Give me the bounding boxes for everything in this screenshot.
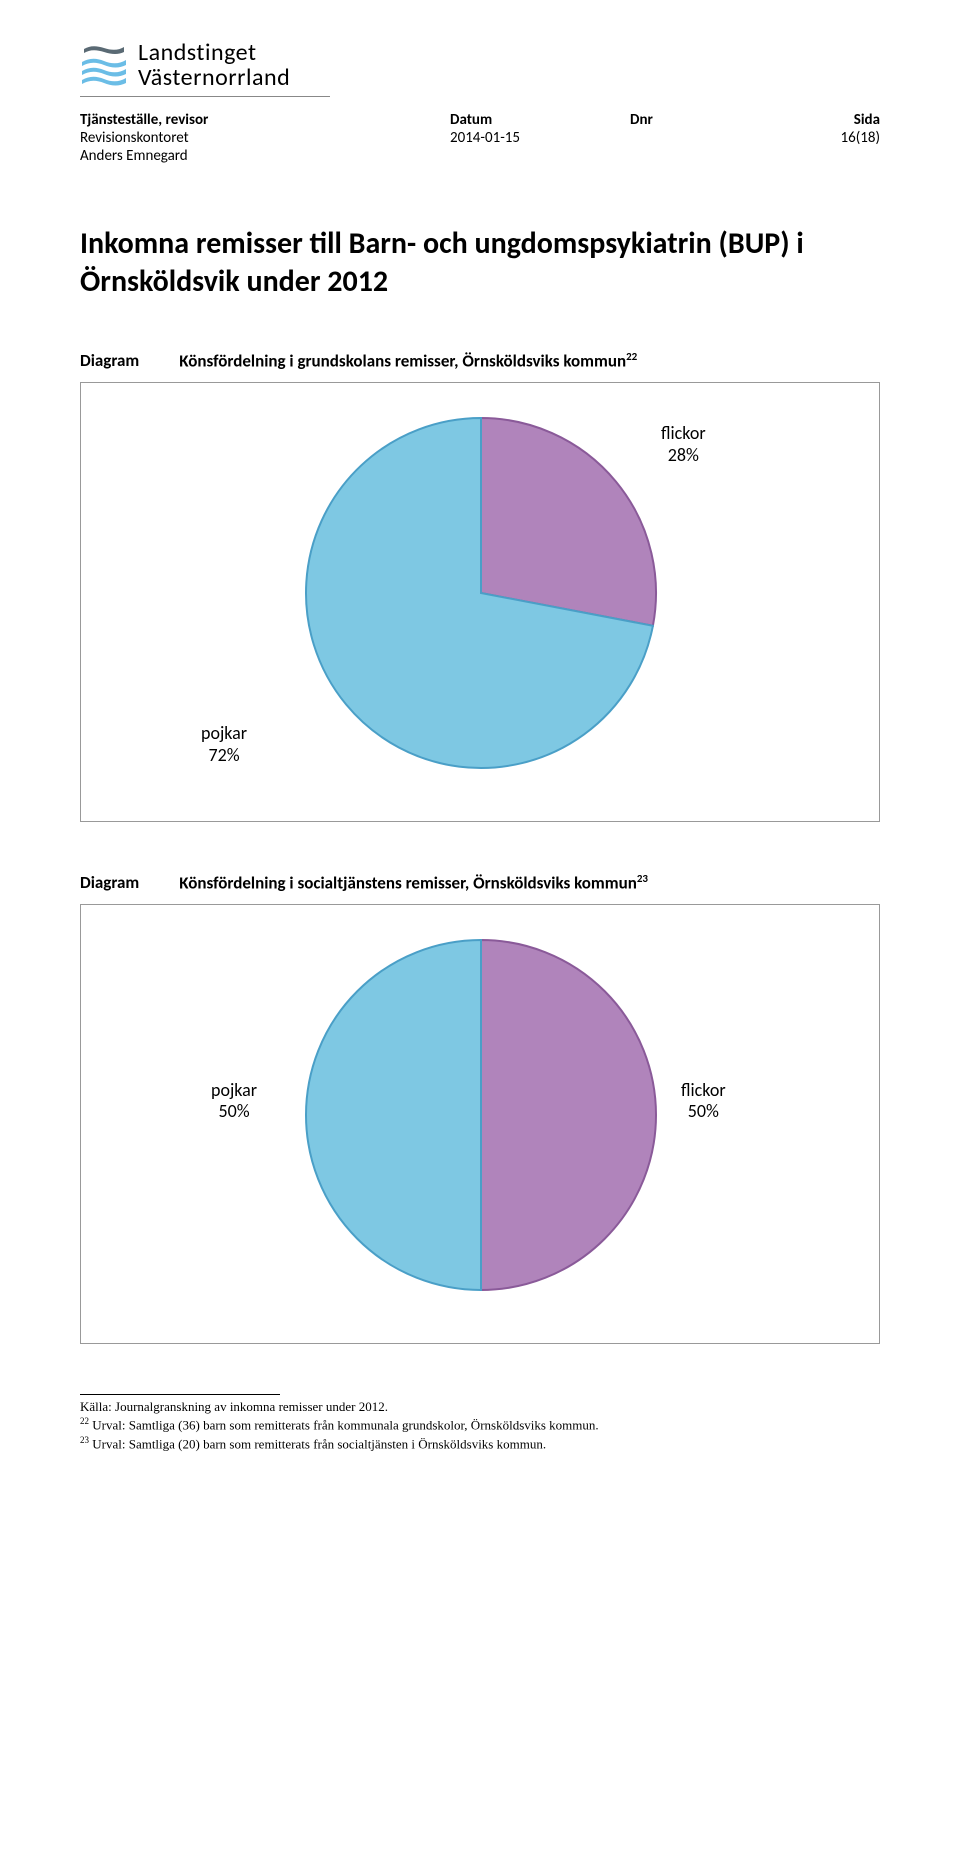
footnote-23: 23 Urval: Samtliga (20) barn som remitte…	[80, 1435, 880, 1453]
hdr-dept: Revisionskontoret	[80, 129, 450, 147]
chart1-pie: flickor 28% pojkar 72%	[80, 382, 880, 822]
footnote-rule	[80, 1394, 280, 1395]
footnotes: Källa: Journalgranskning av inkomna remi…	[80, 1394, 880, 1452]
hdr-date: 2014-01-15	[450, 129, 630, 147]
chart1-label: Diagram	[80, 350, 139, 372]
footnote-22: 22 Urval: Samtliga (36) barn som remitte…	[80, 1416, 880, 1434]
hdr-page: 16(18)	[780, 129, 880, 147]
chart2-caption: Könsfördelning i socialtjänstens remisse…	[179, 872, 880, 894]
chart2-caption-row: Diagram Könsfördelning i socialtjänstens…	[80, 872, 880, 894]
chart2-label-pojkar: pojkar 50%	[211, 1080, 257, 1123]
org-logo: Landstinget Västernorrland	[80, 40, 880, 90]
chart1-label-flickor: flickor 28%	[661, 423, 706, 466]
page-title: Inkomna remisser till Barn- och ungdomsp…	[80, 225, 880, 300]
hdr-dnr-label: Dnr	[630, 111, 780, 129]
hdr-dnr	[630, 129, 780, 147]
chart2-pie: pojkar 50% flickor 50%	[80, 904, 880, 1344]
hdr-author: Anders Emnegard	[80, 147, 450, 165]
org-name-line1: Landstinget	[138, 40, 290, 65]
wave-logo-icon	[80, 44, 128, 86]
hdr-office-label: Tjänsteställe, revisor	[80, 111, 450, 129]
chart2-label: Diagram	[80, 872, 139, 894]
chart1-footref: 22	[626, 350, 637, 363]
footnote-source: Källa: Journalgranskning av inkomna remi…	[80, 1399, 880, 1415]
hdr-date-label: Datum	[450, 111, 630, 129]
doc-header: Tjänsteställe, revisor Datum Dnr Sida Re…	[80, 111, 880, 165]
chart1-caption: Könsfördelning i grundskolans remisser, …	[179, 350, 880, 372]
chart1-label-pojkar: pojkar 72%	[201, 723, 247, 766]
logo-underline	[80, 96, 330, 97]
org-name: Landstinget Västernorrland	[138, 40, 290, 90]
chart1-caption-row: Diagram Könsfördelning i grundskolans re…	[80, 350, 880, 372]
chart2-svg	[81, 905, 881, 1343]
chart2-footref: 23	[637, 872, 648, 885]
chart2-label-flickor: flickor 50%	[681, 1080, 726, 1123]
page: Landstinget Västernorrland Tjänsteställe…	[0, 0, 960, 1513]
hdr-page-label: Sida	[780, 111, 880, 129]
org-name-line2: Västernorrland	[138, 65, 290, 90]
